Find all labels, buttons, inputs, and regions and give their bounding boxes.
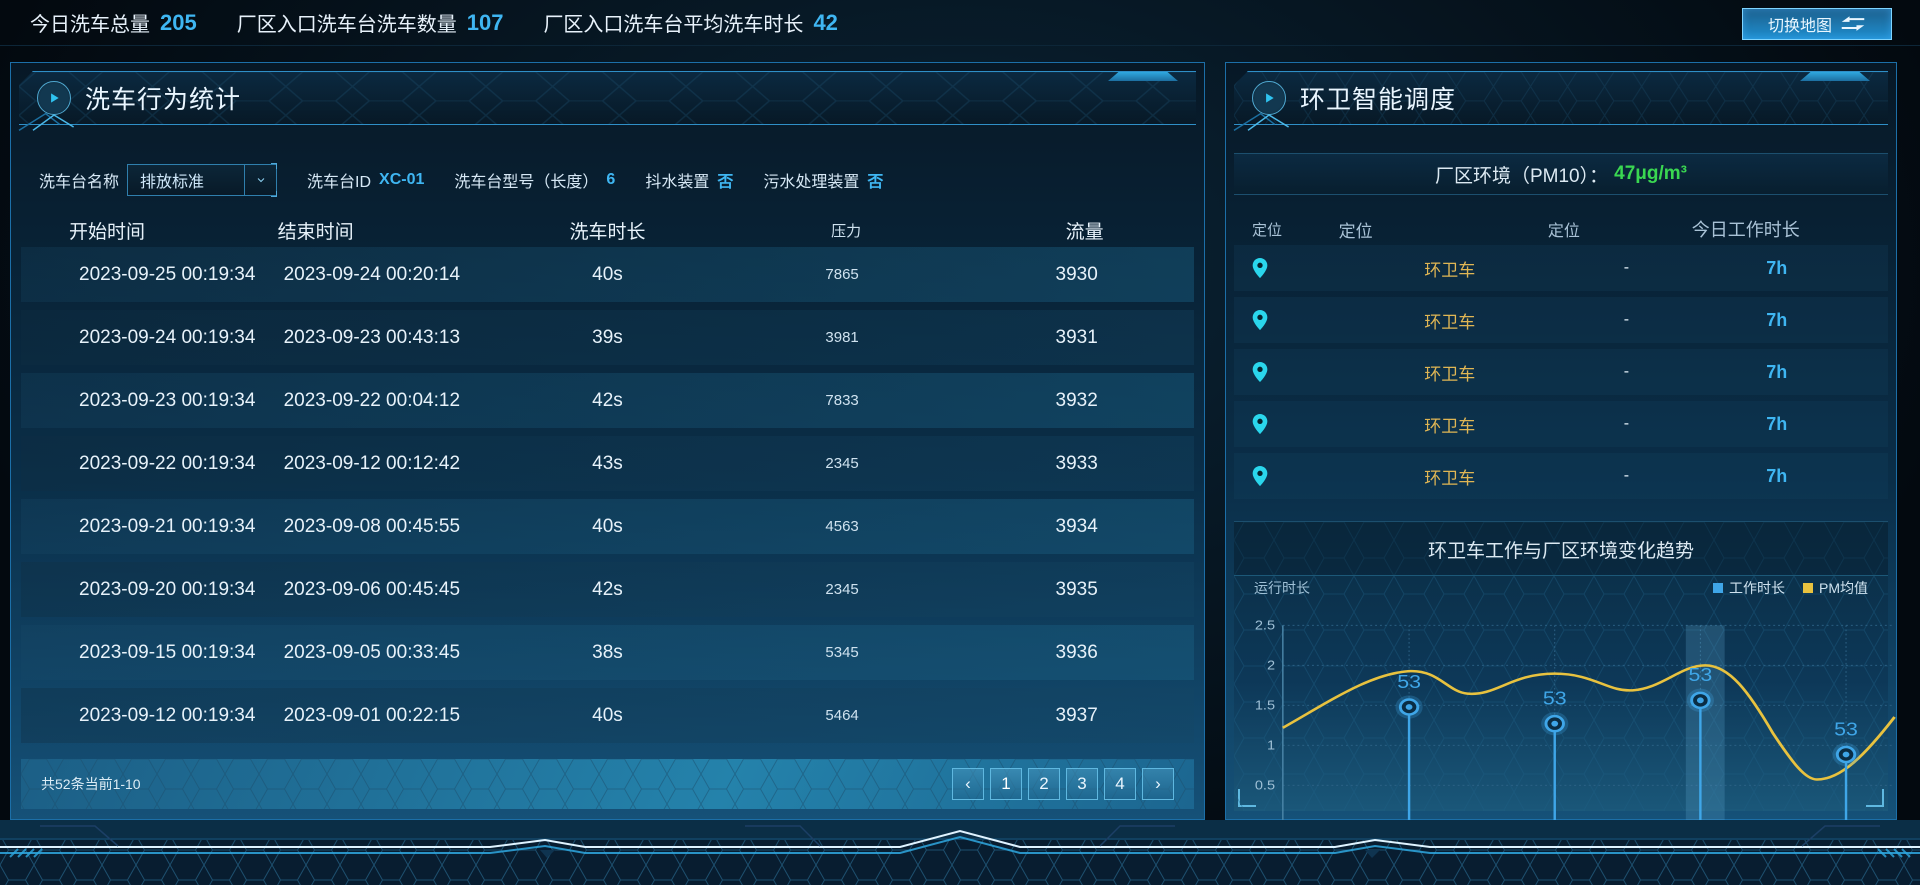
svg-text:53: 53 (1834, 720, 1858, 740)
svg-text:1: 1 (1267, 738, 1275, 752)
svg-text:53: 53 (1689, 666, 1713, 686)
svg-text:0.5: 0.5 (1255, 778, 1275, 792)
svg-text:53: 53 (1543, 689, 1567, 709)
svg-text:1.5: 1.5 (1255, 698, 1275, 712)
svg-text:2: 2 (1267, 658, 1275, 672)
svg-text:2.5: 2.5 (1255, 618, 1275, 632)
svg-text:53: 53 (1397, 672, 1421, 692)
